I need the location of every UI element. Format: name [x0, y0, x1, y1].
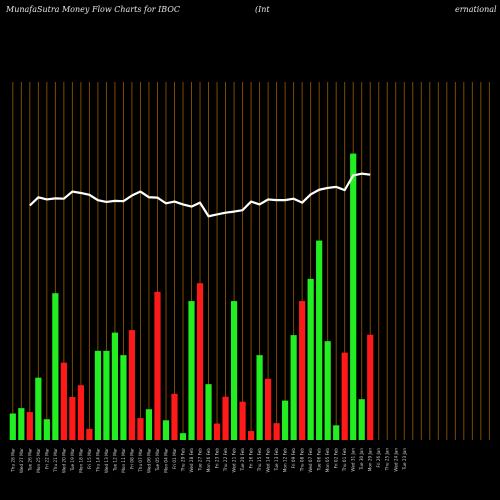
x-tick-label: Tue 12 Mar	[112, 448, 117, 472]
x-tick-label: Wed 14 Feb	[266, 448, 271, 473]
x-tick-label: Tue 05 Mar	[155, 448, 160, 472]
x-tick-label: Wed 21 Feb	[232, 448, 237, 473]
x-tick-label: Wed 13 Mar	[104, 448, 109, 473]
bar	[273, 423, 280, 440]
bar	[324, 341, 331, 440]
x-tick-label: Thu 01 Feb	[342, 448, 347, 473]
x-tick-label: Wed 28 Feb	[189, 448, 194, 473]
bar	[145, 409, 153, 440]
bar	[282, 400, 289, 440]
x-tick-label: Fri 26 Jan	[376, 448, 381, 468]
bar	[26, 412, 33, 440]
bar	[171, 393, 178, 440]
x-tick-label: Mon 12 Feb	[283, 448, 288, 473]
x-tick-label: Mon 25 Mar	[36, 448, 41, 473]
bar	[128, 330, 136, 440]
x-tick-label: Fri 16 Feb	[249, 448, 254, 469]
x-tick-label: Tue 27 Feb	[198, 448, 203, 472]
chart-subtitle-right: ernational	[455, 5, 497, 14]
bar	[69, 397, 76, 440]
x-tick-label: Mon 05 Feb	[325, 448, 330, 473]
bar	[341, 352, 348, 440]
bar	[9, 413, 16, 440]
bar	[137, 418, 144, 440]
x-tick-label: Wed 20 Mar	[61, 448, 66, 473]
bar	[154, 291, 161, 440]
x-tick-label: Thu 21 Mar	[53, 448, 58, 473]
bar	[86, 428, 93, 440]
bar	[162, 420, 170, 440]
x-tick-label: Wed 06 Mar	[146, 448, 151, 473]
x-tick-label: Tue 20 Feb	[240, 448, 245, 472]
x-tick-label: Wed 24 Jan	[393, 448, 398, 472]
x-tick-label: Mon 11 Mar	[121, 448, 126, 473]
bar	[290, 335, 297, 440]
x-tick-label: Fri 08 Mar	[129, 448, 134, 469]
x-tick-label: Fri 23 Feb	[215, 448, 220, 469]
x-tick-label: Tue 30 Jan	[359, 448, 364, 471]
bar	[18, 408, 25, 440]
bar	[120, 355, 127, 440]
x-tick-label: Thu 15 Feb	[257, 448, 262, 473]
bar	[333, 425, 340, 440]
bar	[358, 399, 365, 440]
x-tick-label: Tue 19 Mar	[70, 448, 75, 472]
bar	[299, 301, 306, 440]
bar	[256, 355, 263, 440]
x-tick-label: Fri 09 Feb	[291, 448, 296, 469]
bar	[247, 431, 255, 440]
bar	[350, 153, 357, 440]
x-tick-label: Wed 31 Jan	[351, 448, 356, 472]
bar	[196, 283, 204, 440]
x-tick-label: Mon 26 Feb	[206, 448, 211, 473]
x-tick-label: Thu 22 Feb	[223, 448, 228, 473]
x-tick-label: Thu 29 Feb	[181, 448, 186, 473]
x-tick-label: Thu 08 Feb	[300, 448, 305, 473]
x-tick-label: Tue 13 Feb	[274, 448, 279, 472]
bar	[205, 384, 212, 440]
bar	[367, 334, 374, 440]
x-tick-label: Wed 27 Mar	[19, 448, 24, 473]
x-tick-label: Tue 06 Feb	[317, 448, 322, 472]
bar	[43, 419, 50, 440]
bar	[35, 377, 42, 440]
x-tick-label: Wed 07 Feb	[308, 448, 313, 473]
x-tick-label: Mon 04 Mar	[163, 448, 168, 473]
x-tick-label: Mon 29 Jan	[368, 448, 373, 472]
x-tick-label: Thu 07 Mar	[138, 448, 143, 473]
bar	[60, 362, 67, 440]
bar	[213, 423, 221, 440]
bar	[52, 293, 59, 440]
x-tick-labels: Thu 28 Mar Wed 27 Mar Tue 26 Mar Mon 25 Mar…	[10, 448, 406, 473]
x-tick-label: Thu 14 Mar	[95, 448, 100, 473]
bar	[222, 396, 229, 440]
x-tick-label: Tue 26 Mar	[27, 448, 32, 472]
x-tick-label: Mon 18 Mar	[78, 448, 83, 473]
x-tick-label: Tue 23 Jan	[402, 448, 407, 471]
bar	[239, 401, 246, 440]
x-tick-label: Fri 15 Mar	[87, 448, 92, 469]
bar-series	[9, 153, 374, 440]
x-tick-label: Thu 28 Mar	[10, 448, 15, 473]
bar	[94, 350, 101, 440]
x-tick-label: Fri 22 Mar	[44, 448, 49, 469]
x-tick-label: Thu 25 Jan	[385, 448, 390, 472]
bar	[77, 385, 84, 440]
chart-title: MunafaSutra Money Flow Charts for IBOC	[5, 5, 180, 14]
bar	[265, 378, 272, 440]
x-tick-label: Fri 02 Feb	[334, 448, 339, 469]
bar	[179, 433, 187, 440]
bar	[103, 350, 110, 440]
x-tick-label: Fri 01 Mar	[172, 448, 177, 469]
bar	[188, 301, 195, 440]
bar	[230, 301, 238, 440]
bar	[316, 240, 323, 440]
bar	[307, 278, 314, 440]
bar	[111, 332, 119, 440]
chart-subtitle-left: (Int	[255, 5, 270, 14]
money-flow-line	[29, 172, 371, 218]
